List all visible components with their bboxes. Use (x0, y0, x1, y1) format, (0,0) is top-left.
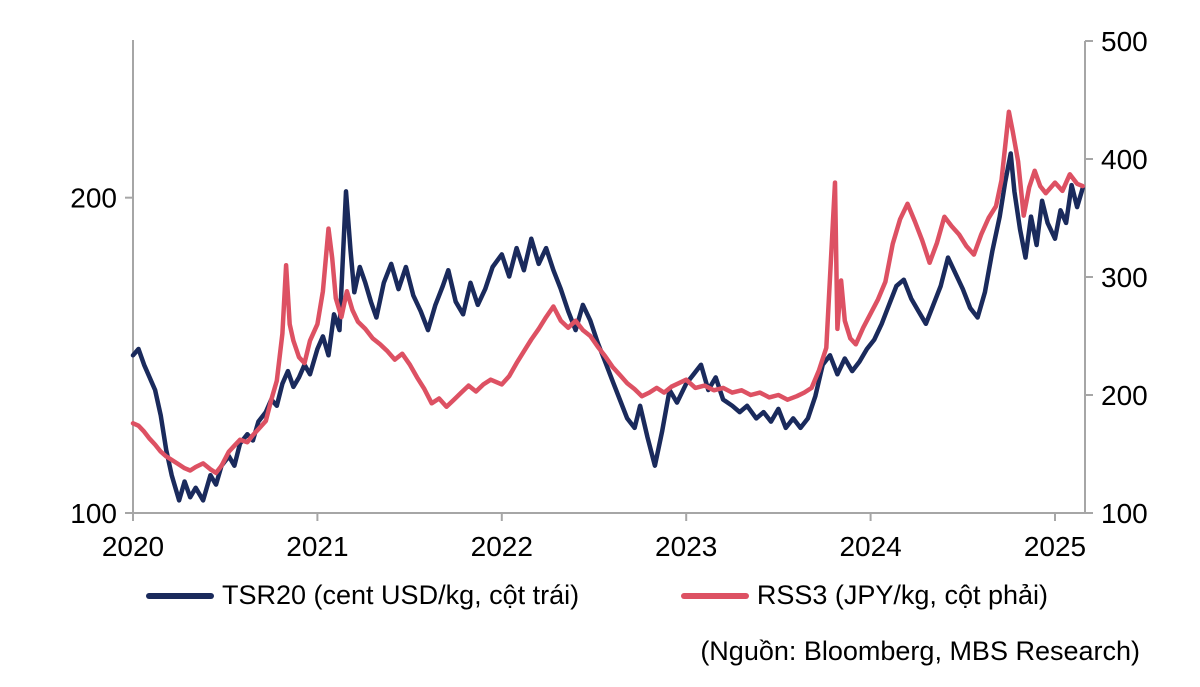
left-tick-label: 100 (70, 498, 117, 529)
legend-item-rss3: RSS3 (JPY/kg, cột phải) (680, 580, 1048, 611)
right-tick-label: 500 (1101, 26, 1148, 57)
rss3-line (130, 109, 1085, 476)
right-tick-label: 300 (1101, 262, 1148, 293)
x-tick-label: 2023 (655, 531, 717, 562)
x-tick-label: 2025 (1024, 531, 1086, 562)
left-tick-label: 200 (70, 183, 117, 214)
tsr20-line-swatch (146, 592, 214, 599)
x-tick-label: 2021 (286, 531, 348, 562)
rss3-line-swatch (680, 592, 749, 599)
legend-label-tsr20: TSR20 (cent USD/kg, cột trái) (222, 580, 580, 610)
x-tick-label: 2024 (839, 531, 901, 562)
right-tick-label: 100 (1101, 498, 1148, 529)
right-tick-label: 200 (1101, 380, 1148, 411)
legend: TSR20 (cent USD/kg, cột trái) RSS3 (JPY/… (146, 580, 1048, 611)
legend-item-tsr20: TSR20 (cent USD/kg, cột trái) (146, 580, 579, 611)
x-tick-label: 2022 (471, 531, 533, 562)
tsr20-line (130, 151, 1085, 503)
x-tick-label: 2020 (102, 531, 164, 562)
right-tick-label: 400 (1101, 144, 1148, 175)
legend-label-rss3: RSS3 (JPY/kg, cột phải) (756, 580, 1048, 610)
source-note: (Nguồn: Bloomberg, MBS Research) (700, 636, 1140, 666)
